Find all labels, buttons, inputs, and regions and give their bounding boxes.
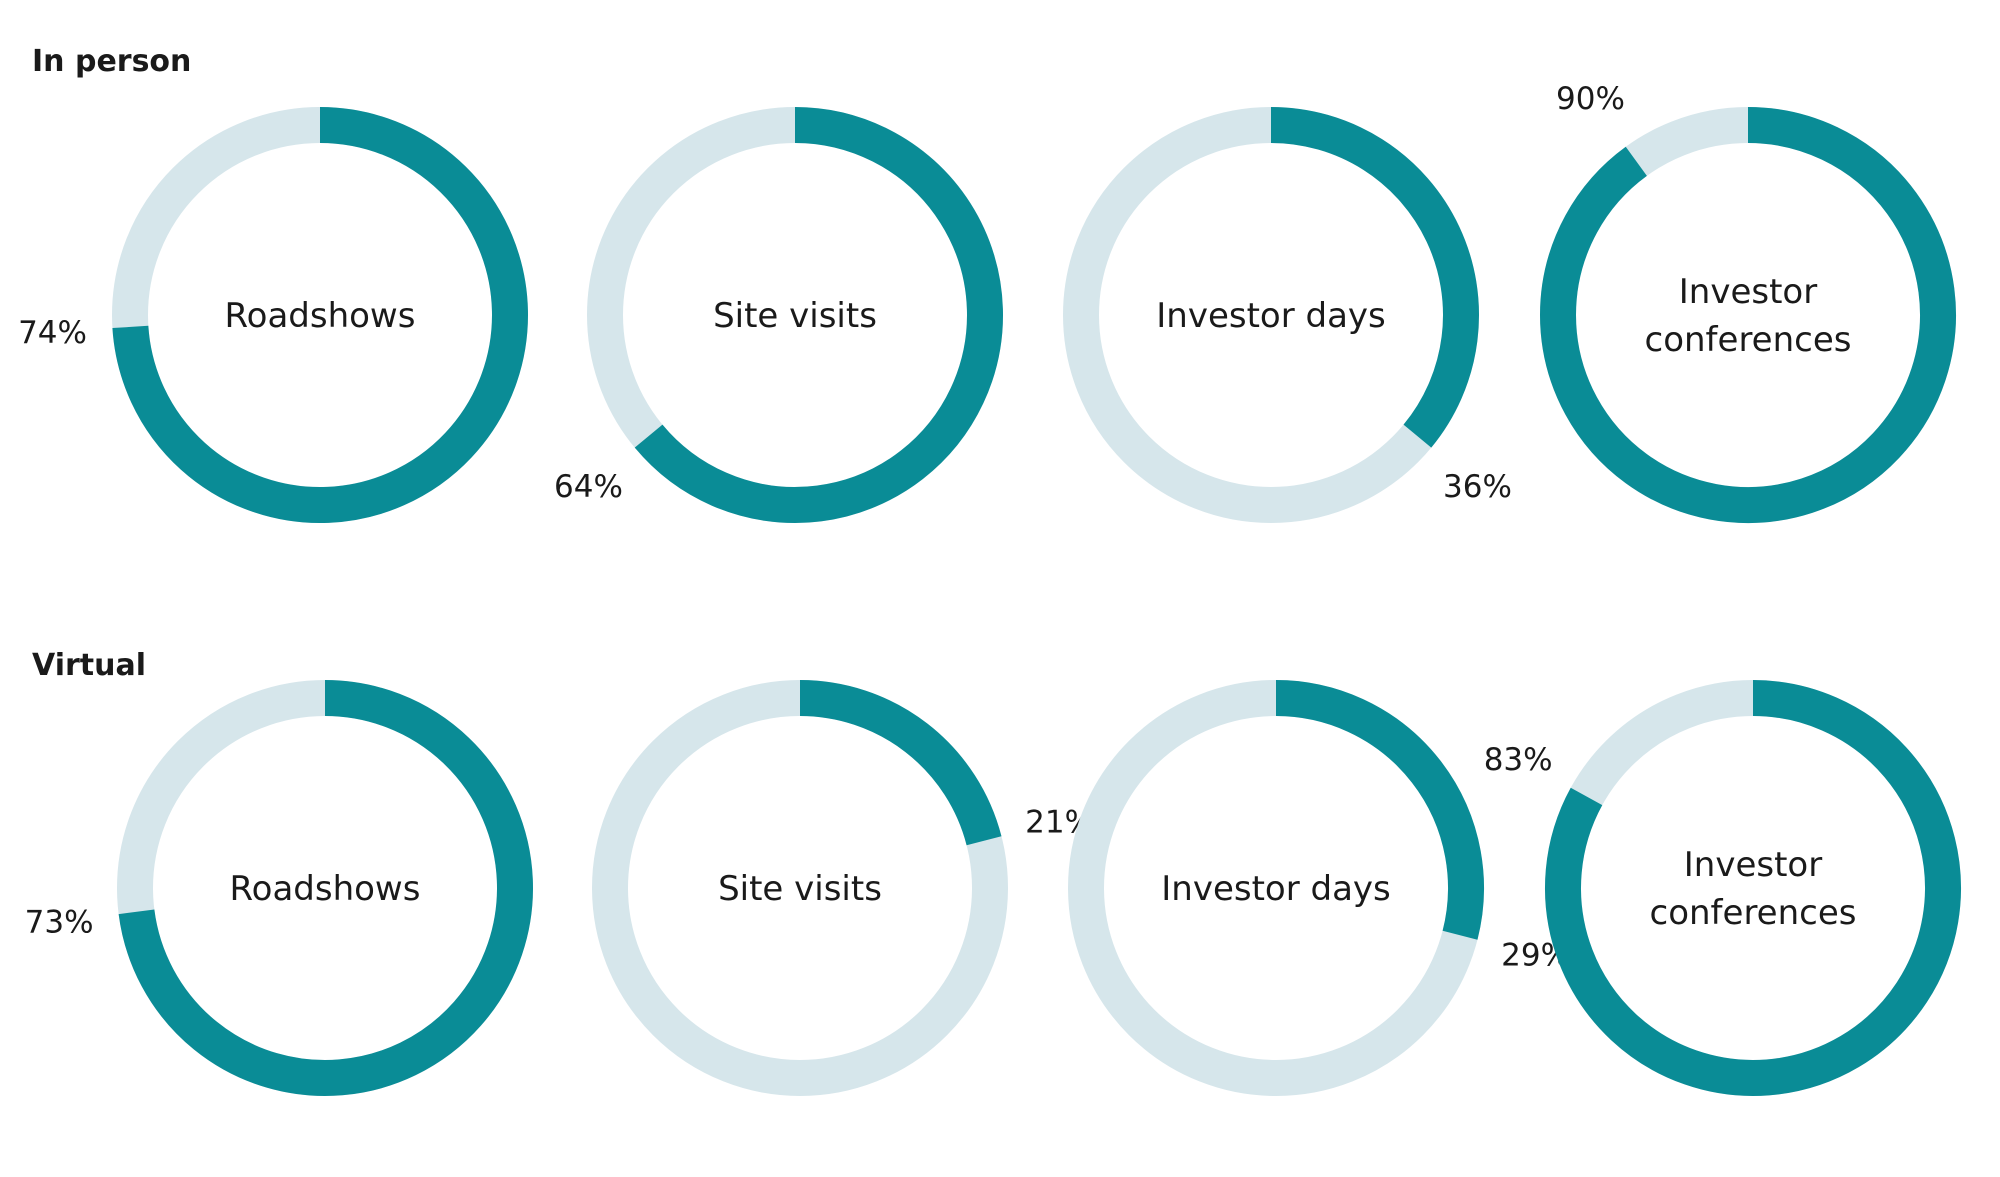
in-person-site-visits-donut-value-arc bbox=[634, 107, 1003, 523]
section-title-virtual: Virtual bbox=[32, 648, 146, 683]
in-person-site-visits-value-label: 64% bbox=[554, 469, 623, 505]
virtual-investor-days-donut-value-arc bbox=[1275, 680, 1484, 940]
virtual-investor-conferences-value-label: 83% bbox=[1484, 742, 1553, 778]
virtual-site-visits-donut-value-arc bbox=[799, 680, 1002, 846]
section-title-in-person: In person bbox=[32, 44, 192, 79]
in-person-investor-conferences-category-label: Investor bbox=[1679, 272, 1817, 312]
virtual-roadshows-donut-value-arc bbox=[118, 680, 533, 1096]
virtual-investor-conferences-category-label: conferences bbox=[1650, 893, 1857, 933]
in-person-roadshows-category-label: Roadshows bbox=[225, 296, 416, 336]
virtual-roadshows-value-label: 73% bbox=[25, 905, 94, 941]
virtual-investor-days-category-label: Investor days bbox=[1161, 869, 1391, 909]
in-person-investor-days-donut-value-arc bbox=[1270, 107, 1479, 448]
virtual-investor-conferences-donut-value-arc bbox=[1545, 680, 1961, 1096]
in-person-roadshows-value-label: 74% bbox=[18, 315, 87, 351]
in-person-site-visits-category-label: Site visits bbox=[713, 296, 877, 336]
in-person-investor-conferences-category-label: conferences bbox=[1645, 320, 1852, 360]
virtual-roadshows-category-label: Roadshows bbox=[230, 869, 421, 909]
in-person-investor-days-category-label: Investor days bbox=[1156, 296, 1386, 336]
in-person-investor-conferences-value-label: 90% bbox=[1556, 81, 1625, 117]
virtual-investor-conferences-category-label: Investor bbox=[1684, 845, 1822, 885]
in-person-investor-conferences-donut-value-arc bbox=[1540, 107, 1956, 523]
virtual-site-visits-category-label: Site visits bbox=[718, 869, 882, 909]
in-person-roadshows-donut-value-arc bbox=[112, 107, 528, 523]
in-person-investor-days-value-label: 36% bbox=[1443, 469, 1512, 505]
